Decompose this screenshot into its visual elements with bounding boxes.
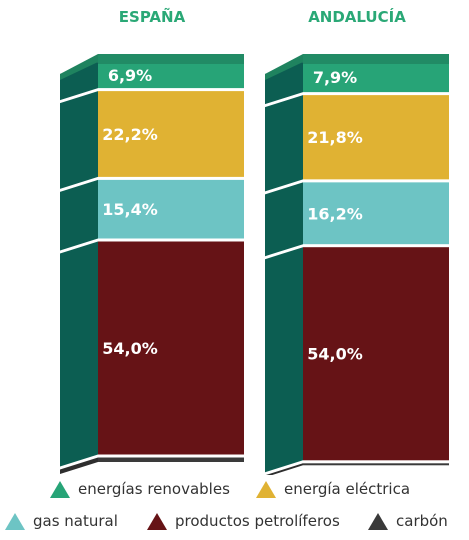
column-1: ANDALUCÍA0,05%54,0%16,2%21,8%7,9% bbox=[265, 7, 449, 475]
data-label: 22,2% bbox=[102, 125, 158, 144]
legend-label: gas natural bbox=[33, 512, 118, 530]
segment-carb-n bbox=[303, 463, 449, 466]
column-top-edge bbox=[98, 54, 244, 64]
triangle-icon bbox=[368, 512, 388, 530]
triangle-icon bbox=[256, 480, 276, 498]
column-top-edge bbox=[303, 54, 449, 64]
segment-energ-as-renovables bbox=[98, 62, 244, 89]
column-title: ANDALUCÍA bbox=[308, 7, 406, 26]
triangle-icon bbox=[147, 512, 167, 530]
data-label: 54,0% bbox=[102, 339, 158, 358]
legend-label: energía eléctrica bbox=[284, 480, 411, 498]
legend-label: energías renovables bbox=[78, 480, 230, 498]
segment-side bbox=[265, 463, 303, 475]
segment-energ-as-renovables bbox=[303, 62, 449, 93]
segment-side bbox=[265, 247, 303, 473]
legend: energías renovables energía eléctrica ga… bbox=[0, 478, 469, 538]
column-title: ESPAÑA bbox=[119, 7, 186, 26]
data-label: 15,4% bbox=[102, 200, 158, 219]
stacked-bar-chart: ESPAÑA1,5%54,0%15,4%22,2%6,9%ANDALUCÍA0,… bbox=[60, 7, 449, 475]
segment-productos-petrol-feros bbox=[303, 247, 449, 461]
legend-item-coal: carbón bbox=[368, 512, 448, 530]
data-label: 16,2% bbox=[307, 204, 363, 223]
legend-label: carbón bbox=[396, 512, 448, 530]
segment-side bbox=[265, 95, 303, 192]
column-top-bevel bbox=[265, 54, 303, 80]
segment-energ-a-el-ctrica bbox=[303, 95, 449, 180]
segment-side bbox=[60, 179, 98, 251]
column-0: ESPAÑA1,5%54,0%15,4%22,2%6,9% bbox=[60, 7, 244, 474]
legend-item-petroleum: productos petrolíferos bbox=[147, 512, 340, 530]
segment-gas-natural bbox=[303, 182, 449, 245]
segment-gas-natural bbox=[98, 179, 244, 239]
segment-side bbox=[60, 457, 98, 474]
legend-label: productos petrolíferos bbox=[175, 512, 340, 530]
column-top-bevel bbox=[60, 54, 98, 80]
segment-side bbox=[60, 241, 98, 467]
segment-productos-petrol-feros bbox=[98, 241, 244, 455]
segment-energ-a-el-ctrica bbox=[98, 91, 244, 177]
triangle-icon bbox=[5, 512, 25, 530]
data-label: 21,8% bbox=[307, 128, 363, 147]
data-label: 54,0% bbox=[307, 345, 363, 364]
legend-item-gas: gas natural bbox=[5, 512, 118, 530]
data-label: 6,9% bbox=[108, 66, 152, 85]
triangle-icon bbox=[50, 480, 70, 498]
legend-item-renewables: energías renovables bbox=[50, 480, 230, 498]
segment-side bbox=[60, 91, 98, 189]
segment-side bbox=[265, 182, 303, 257]
legend-item-electric: energía eléctrica bbox=[256, 480, 410, 498]
segment-carb-n bbox=[98, 457, 244, 462]
data-label: 7,9% bbox=[313, 68, 357, 87]
